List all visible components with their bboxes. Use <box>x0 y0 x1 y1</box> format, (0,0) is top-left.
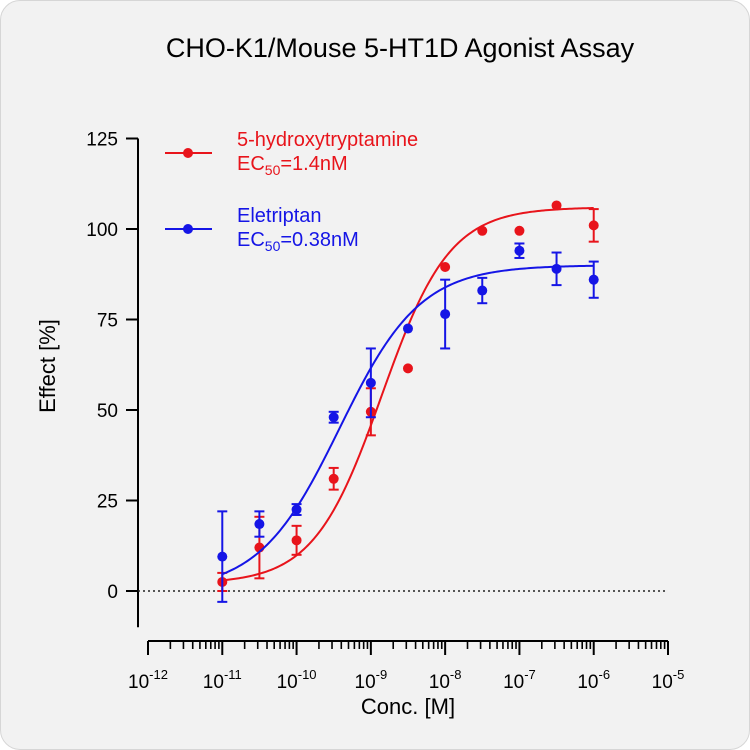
chart-title: CHO-K1/Mouse 5-HT1D Agonist Assay <box>166 33 635 63</box>
series-5-hydroxytryptamine <box>217 200 599 592</box>
legend-ec50: EC50=0.38nM <box>237 229 359 254</box>
y-tick-label: 0 <box>107 582 118 603</box>
data-point <box>402 363 413 374</box>
data-point <box>291 535 302 546</box>
plot-area <box>217 200 599 603</box>
x-tick-label: 10-11 <box>203 667 242 693</box>
data-point <box>551 200 562 211</box>
fit-curve <box>222 207 594 582</box>
x-tick-label: 10-10 <box>277 667 317 693</box>
data-point <box>514 225 525 236</box>
legend: 5-hydroxytryptamineEC50=1.4nMEletriptanE… <box>165 129 418 254</box>
legend-marker <box>183 224 193 234</box>
data-point <box>365 377 376 388</box>
x-tick-label: 10-5 <box>652 667 685 693</box>
y-tick-label: 75 <box>97 311 118 332</box>
data-point <box>440 309 451 320</box>
x-tick-label: 10-8 <box>429 667 462 693</box>
data-point <box>217 551 228 562</box>
data-point <box>328 473 339 484</box>
legend-label: Eletriptan <box>237 205 322 227</box>
y-axis-label: Effect [%] <box>35 319 60 413</box>
y-tick-label: 50 <box>97 401 118 422</box>
x-tick-label: 10-12 <box>128 667 168 693</box>
data-point <box>477 285 488 296</box>
y-tick-label: 125 <box>86 130 118 151</box>
x-tick-label: 10-6 <box>577 667 610 693</box>
data-point <box>588 220 599 231</box>
fit-curve <box>221 264 594 576</box>
data-point <box>254 519 265 530</box>
axes: 0 25 50 75 100 125 10-12 10-11 10-10 10-9 10-8 10-7… <box>86 130 684 694</box>
data-point <box>402 323 413 334</box>
y-tick-label: 100 <box>86 220 118 241</box>
data-point <box>514 245 525 256</box>
x-axis-label: Conc. [M] <box>361 694 455 719</box>
y-tick-label: 25 <box>97 492 118 513</box>
legend-marker <box>183 148 193 158</box>
legend-label: 5-hydroxytryptamine <box>237 129 418 151</box>
x-tick-label: 10-7 <box>503 667 536 693</box>
data-point <box>551 263 562 274</box>
data-point <box>477 225 488 236</box>
data-point <box>328 412 339 423</box>
series-eletriptan <box>217 242 599 603</box>
data-point <box>440 262 451 273</box>
data-point <box>588 274 599 285</box>
x-tick-label: 10-9 <box>355 667 388 693</box>
data-point <box>291 504 302 515</box>
legend-ec50: EC50=1.4nM <box>237 153 348 178</box>
